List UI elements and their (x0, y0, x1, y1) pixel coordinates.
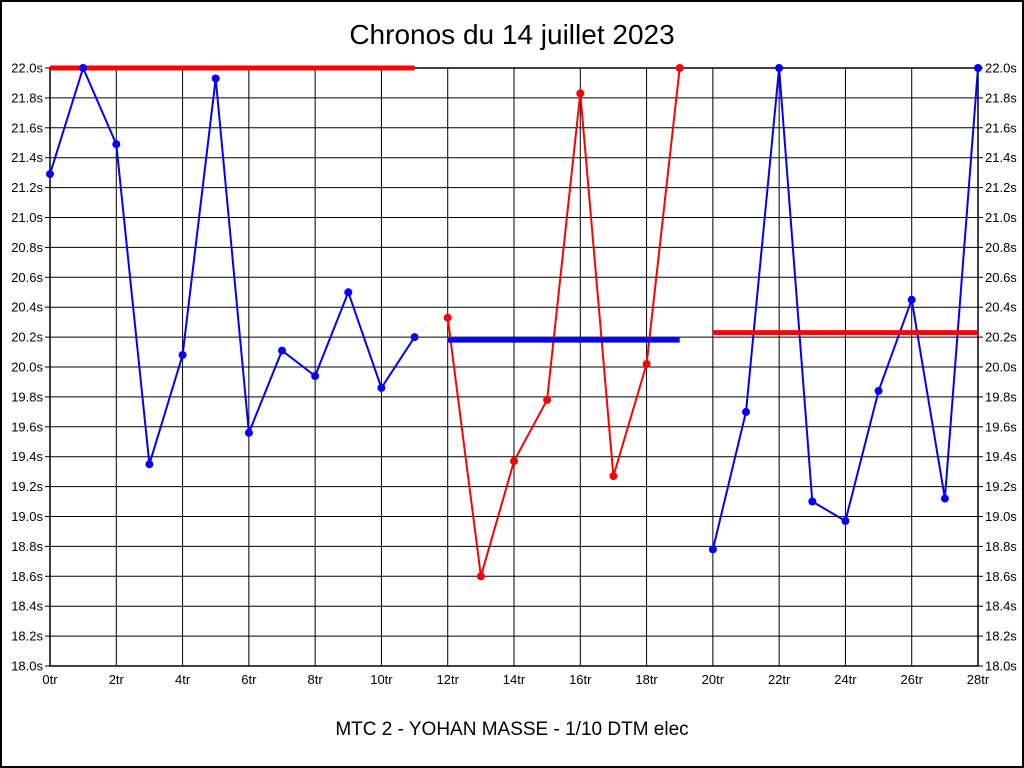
laps-blue-run-1-point (278, 346, 286, 355)
y-axis-label-left: 19.4s (11, 449, 43, 464)
x-axis-label: 22tr (768, 672, 791, 687)
laps-red-run-point (642, 360, 651, 368)
y-axis-label-right: 21.0s (985, 210, 1017, 225)
laps-blue-run-1-point (377, 383, 386, 392)
laps-red-run-point (443, 313, 452, 322)
laps-red-run-point (476, 572, 485, 581)
laps-blue-run-2-point (940, 494, 949, 503)
x-axis-label: 26tr (901, 672, 924, 687)
y-axis-label-left: 20.4s (11, 300, 43, 315)
y-axis-label-right: 21.2s (985, 180, 1017, 195)
y-axis-label-right: 18.8s (985, 539, 1017, 554)
y-axis-label-left: 21.8s (11, 90, 43, 105)
laps-blue-run-1-point (145, 460, 154, 469)
laps-blue-run-2-point (874, 386, 883, 395)
y-axis-label-left: 20.0s (11, 360, 43, 375)
laps-blue-run-1-point (178, 351, 187, 359)
y-axis-label-right: 20.0s (985, 360, 1017, 375)
x-axis-label: 2tr (109, 672, 125, 687)
laps-blue-run-1-point (79, 64, 88, 72)
y-axis-label-left: 19.8s (11, 389, 43, 404)
laps-blue-run-2-point (808, 497, 817, 506)
laps-blue-run-2-point (742, 407, 750, 416)
laps-blue-run-1-point (344, 288, 353, 297)
x-axis-label: 16tr (569, 672, 592, 687)
y-axis-label-right: 19.8s (985, 389, 1017, 404)
y-axis-label-right: 18.6s (985, 569, 1017, 584)
chart-caption: MTC 2 - YOHAN MASSE - 1/10 DTM elec (335, 719, 689, 740)
laps-blue-run-2-point (775, 64, 784, 72)
y-axis-label-left: 18.0s (11, 659, 43, 674)
laps-blue-run-1-point (211, 74, 220, 83)
x-axis-label: 24tr (834, 672, 857, 687)
laps-red-run-point (510, 457, 518, 466)
y-axis-label-right: 20.4s (985, 300, 1017, 315)
y-axis-label-left: 18.6s (11, 569, 43, 584)
y-axis-label-right: 19.0s (985, 509, 1017, 524)
laps-blue-run-2-point (974, 64, 982, 72)
y-axis-label-left: 18.2s (11, 629, 43, 644)
y-axis-label-left: 20.2s (11, 330, 43, 345)
laps-blue-run-2-point (907, 295, 916, 304)
laps-red-run-point (543, 395, 552, 404)
y-axis-label-right: 18.2s (985, 629, 1017, 644)
y-axis-label-left: 20.6s (11, 270, 43, 285)
x-axis-label: 0tr (42, 672, 58, 687)
laps-blue-run-1-point (46, 170, 54, 179)
y-axis-label-left: 21.0s (11, 210, 43, 225)
y-axis-label-left: 18.8s (11, 539, 43, 554)
y-axis-label-right: 19.2s (985, 479, 1017, 494)
y-axis-label-right: 20.8s (985, 240, 1017, 255)
y-axis-label-right: 18.4s (985, 599, 1017, 614)
y-axis-label-right: 20.2s (985, 330, 1017, 345)
y-axis-label-left: 21.2s (11, 180, 43, 195)
y-axis-label-right: 21.6s (985, 120, 1017, 135)
laps-blue-run-1-point (244, 428, 253, 437)
laps-red-run-point (609, 472, 618, 481)
y-axis-label-right: 19.6s (985, 419, 1017, 434)
x-axis-label: 6tr (241, 672, 257, 687)
laps-blue-run-1-line (49, 67, 416, 466)
x-axis-label: 28tr (967, 672, 990, 687)
y-axis-label-left: 19.2s (11, 479, 43, 494)
x-axis-label: 14tr (503, 672, 526, 687)
y-axis-label-left: 22.0s (11, 61, 43, 76)
y-axis-label-right: 22.0s (985, 61, 1017, 76)
laps-blue-run-1-point (112, 140, 121, 149)
y-axis-label-left: 18.4s (11, 599, 43, 614)
y-axis-label-left: 21.6s (11, 120, 43, 135)
x-axis-label: 20tr (702, 672, 725, 687)
y-axis-label-right: 21.8s (985, 90, 1017, 105)
x-axis-label: 12tr (437, 672, 460, 687)
y-axis-label-left: 21.4s (11, 150, 43, 165)
x-axis-label: 4tr (175, 672, 191, 687)
x-axis-label: 10tr (370, 672, 393, 687)
laps-blue-run-1-point (410, 333, 419, 342)
laps-red-run-point (576, 89, 585, 98)
laps-red-run-line (446, 67, 681, 578)
laps-red-run-point (675, 64, 684, 72)
y-axis-label-right: 21.4s (985, 150, 1017, 165)
x-axis-label: 8tr (308, 672, 324, 687)
chart-title: Chronos du 14 juillet 2023 (349, 19, 675, 50)
laps-blue-run-1-point (311, 372, 320, 380)
y-axis-label-left: 19.0s (11, 509, 43, 524)
y-axis-label-left: 20.8s (11, 240, 43, 255)
y-axis-label-right: 19.4s (985, 449, 1017, 464)
laps-blue-run-2-point (708, 545, 717, 554)
y-axis-label-left: 19.6s (11, 419, 43, 434)
plot-border (49, 67, 979, 667)
laps-blue-run-2-point (841, 517, 850, 525)
y-axis-label-right: 18.0s (985, 659, 1017, 674)
x-axis-label: 18tr (635, 672, 658, 687)
y-axis-label-right: 20.6s (985, 270, 1017, 285)
